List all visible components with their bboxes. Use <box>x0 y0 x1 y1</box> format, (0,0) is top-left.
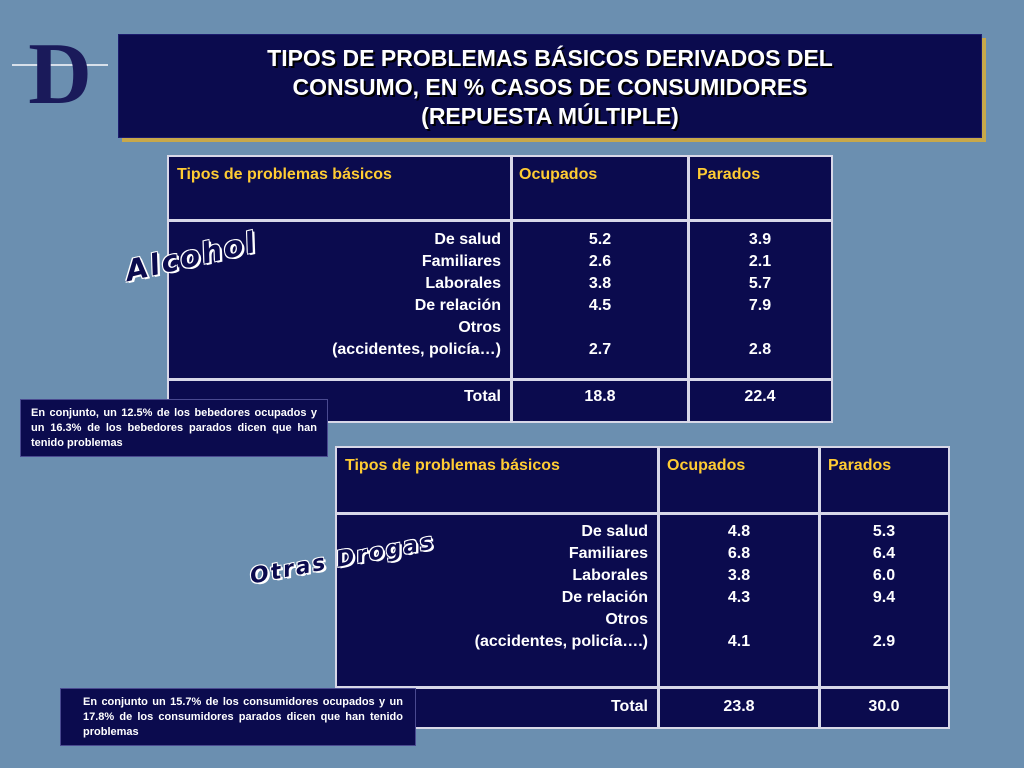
table-cell: 5.7 <box>748 275 772 292</box>
alcohol-total-parados: 22.4 <box>744 388 776 405</box>
table-row-label: Familiares <box>568 545 648 562</box>
alcohol-total-label: Total <box>463 388 501 405</box>
alcohol-header-parados: Parados <box>697 166 761 183</box>
table-cell: 4.8 <box>727 523 751 540</box>
title-line-1: TIPOS DE PROBLEMAS BÁSICOS DERIVADOS DEL <box>267 45 833 71</box>
alcohol-total-ocupados: 18.8 <box>584 388 616 405</box>
drogas-total-label: Total <box>610 698 648 715</box>
alcohol-ocupados-column: 5.2 2.6 3.8 4.5 2.7 <box>513 229 687 361</box>
table-row-label: Otros <box>458 319 501 336</box>
drogas-tipos-column: De salud Familiares Laborales De relació… <box>337 521 648 653</box>
table-cell <box>821 609 947 631</box>
table-cell: 5.2 <box>588 231 612 248</box>
drogas-header-ocupados: Ocupados <box>667 457 746 474</box>
table-row-label: Otros <box>605 611 648 628</box>
alcohol-parados-column: 3.9 2.1 5.7 7.9 2.8 <box>690 229 830 361</box>
table-row-label: De salud <box>434 231 501 248</box>
drogas-parados-column: 5.3 6.4 6.0 9.4 2.9 <box>821 521 947 653</box>
table-cell: 2.6 <box>588 253 612 270</box>
table-cell: 5.3 <box>872 523 896 540</box>
drogas-ocupados-column: 4.8 6.8 3.8 4.3 4.1 <box>660 521 818 653</box>
alcohol-header-tipo: Tipos de problemas básicos <box>177 166 392 183</box>
table-cell: 4.5 <box>588 297 612 314</box>
table-row-label: (accidentes, policía….) <box>474 633 648 650</box>
table-cell: 3.9 <box>748 231 772 248</box>
drogas-table: Tipos de problemas básicos Ocupados Para… <box>335 446 950 729</box>
table-cell: 2.8 <box>748 341 772 358</box>
table-cell: 4.1 <box>727 633 751 650</box>
table-cell: 3.8 <box>588 275 612 292</box>
title-line-2: CONSUMO, EN % CASOS DE CONSUMIDORES <box>292 74 808 100</box>
table-row-label: Laborales <box>425 275 501 292</box>
table-row-label: De salud <box>581 523 648 540</box>
alcohol-header-ocupados: Ocupados <box>519 166 598 183</box>
table-cell <box>660 609 818 631</box>
alcohol-note: En conjunto, un 12.5% de los bebedores o… <box>20 399 328 457</box>
table-row-label: De relación <box>414 297 501 314</box>
table-cell: 2.7 <box>588 341 612 358</box>
alcohol-tipos-column: De salud Familiares Laborales De relació… <box>169 229 501 361</box>
table-row-label: (accidentes, policía…) <box>332 341 501 358</box>
table-cell: 7.9 <box>748 297 772 314</box>
table-row-label: Familiares <box>421 253 501 270</box>
title-banner: TIPOS DE PROBLEMAS BÁSICOS DERIVADOS DEL… <box>118 34 982 138</box>
drogas-total-ocupados: 23.8 <box>723 698 755 715</box>
alcohol-table: Tipos de problemas básicos Ocupados Para… <box>167 155 833 423</box>
logo-letter: D <box>28 26 92 115</box>
drogas-total-parados: 30.0 <box>868 698 900 715</box>
title-line-3: (REPUESTA MÚLTIPLE) <box>421 103 679 129</box>
table-cell <box>513 317 687 339</box>
table-cell: 4.3 <box>727 589 751 606</box>
drogas-header-tipo: Tipos de problemas básicos <box>345 457 560 474</box>
table-row-label: De relación <box>561 589 648 606</box>
table-cell <box>690 317 830 339</box>
table-cell: 3.8 <box>727 567 751 584</box>
drogas-note: En conjunto un 15.7% de los consumidores… <box>60 688 416 746</box>
logo: D <box>10 25 110 123</box>
table-cell: 6.0 <box>872 567 896 584</box>
drogas-header-parados: Parados <box>828 457 892 474</box>
table-cell: 6.4 <box>872 545 896 562</box>
table-row-label: Laborales <box>572 567 648 584</box>
table-cell: 6.8 <box>727 545 751 562</box>
table-cell: 2.1 <box>748 253 772 270</box>
table-cell: 9.4 <box>872 589 896 606</box>
table-cell: 2.9 <box>872 633 896 650</box>
